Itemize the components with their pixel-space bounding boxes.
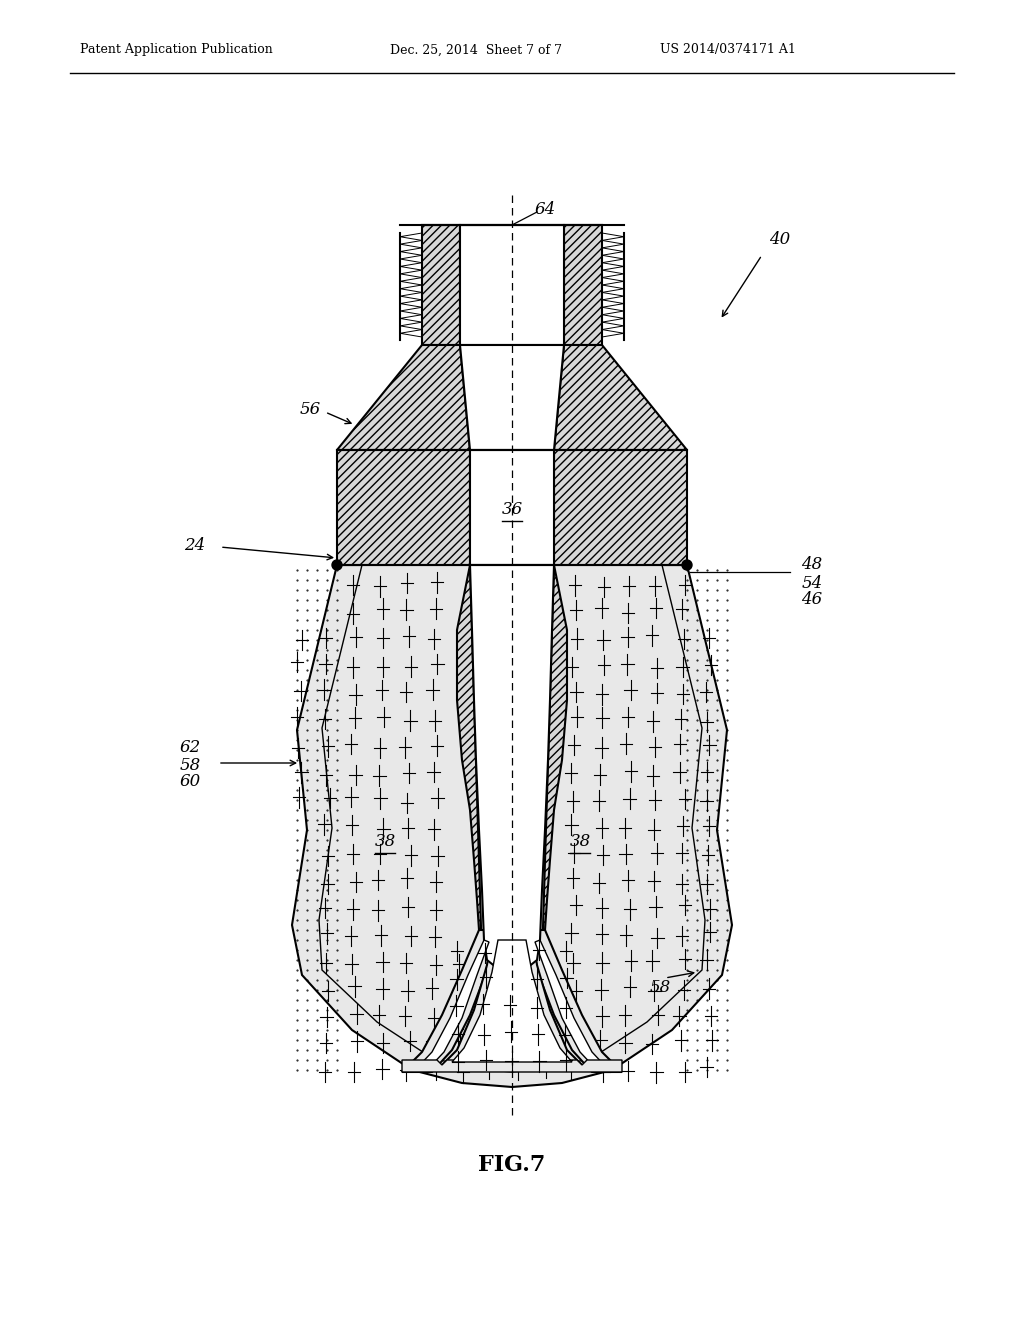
Polygon shape xyxy=(535,940,607,1068)
Text: 58: 58 xyxy=(649,978,671,995)
Text: 54: 54 xyxy=(802,574,822,591)
Text: Dec. 25, 2014  Sheet 7 of 7: Dec. 25, 2014 Sheet 7 of 7 xyxy=(390,44,562,57)
Polygon shape xyxy=(422,224,460,345)
Polygon shape xyxy=(337,450,470,565)
Text: 24: 24 xyxy=(184,536,206,553)
Polygon shape xyxy=(564,224,602,345)
Polygon shape xyxy=(337,345,470,450)
Polygon shape xyxy=(460,224,564,345)
Polygon shape xyxy=(532,931,622,1072)
Text: US 2014/0374171 A1: US 2014/0374171 A1 xyxy=(660,44,796,57)
Text: 38: 38 xyxy=(569,833,591,850)
Text: 58: 58 xyxy=(179,756,201,774)
Text: 38: 38 xyxy=(375,833,395,850)
Polygon shape xyxy=(554,345,687,450)
Text: 48: 48 xyxy=(802,557,822,573)
Polygon shape xyxy=(470,450,554,565)
Text: 62: 62 xyxy=(179,739,201,756)
Polygon shape xyxy=(470,565,554,979)
Polygon shape xyxy=(460,345,564,450)
Polygon shape xyxy=(417,940,489,1068)
Text: 60: 60 xyxy=(179,774,201,791)
Polygon shape xyxy=(554,450,687,565)
Text: 46: 46 xyxy=(802,591,822,609)
Text: FIG.7: FIG.7 xyxy=(478,1154,546,1176)
Polygon shape xyxy=(402,1060,622,1072)
Text: 64: 64 xyxy=(535,202,556,219)
Polygon shape xyxy=(457,565,482,960)
Text: Patent Application Publication: Patent Application Publication xyxy=(80,44,272,57)
Polygon shape xyxy=(292,565,732,1086)
Text: 40: 40 xyxy=(769,231,791,248)
Polygon shape xyxy=(542,565,567,960)
Polygon shape xyxy=(442,931,582,1065)
Polygon shape xyxy=(319,565,705,1072)
Circle shape xyxy=(332,560,342,570)
Text: 56: 56 xyxy=(299,401,321,418)
Circle shape xyxy=(682,560,692,570)
Polygon shape xyxy=(452,940,572,1063)
Text: 36: 36 xyxy=(502,502,522,519)
Polygon shape xyxy=(402,931,492,1072)
